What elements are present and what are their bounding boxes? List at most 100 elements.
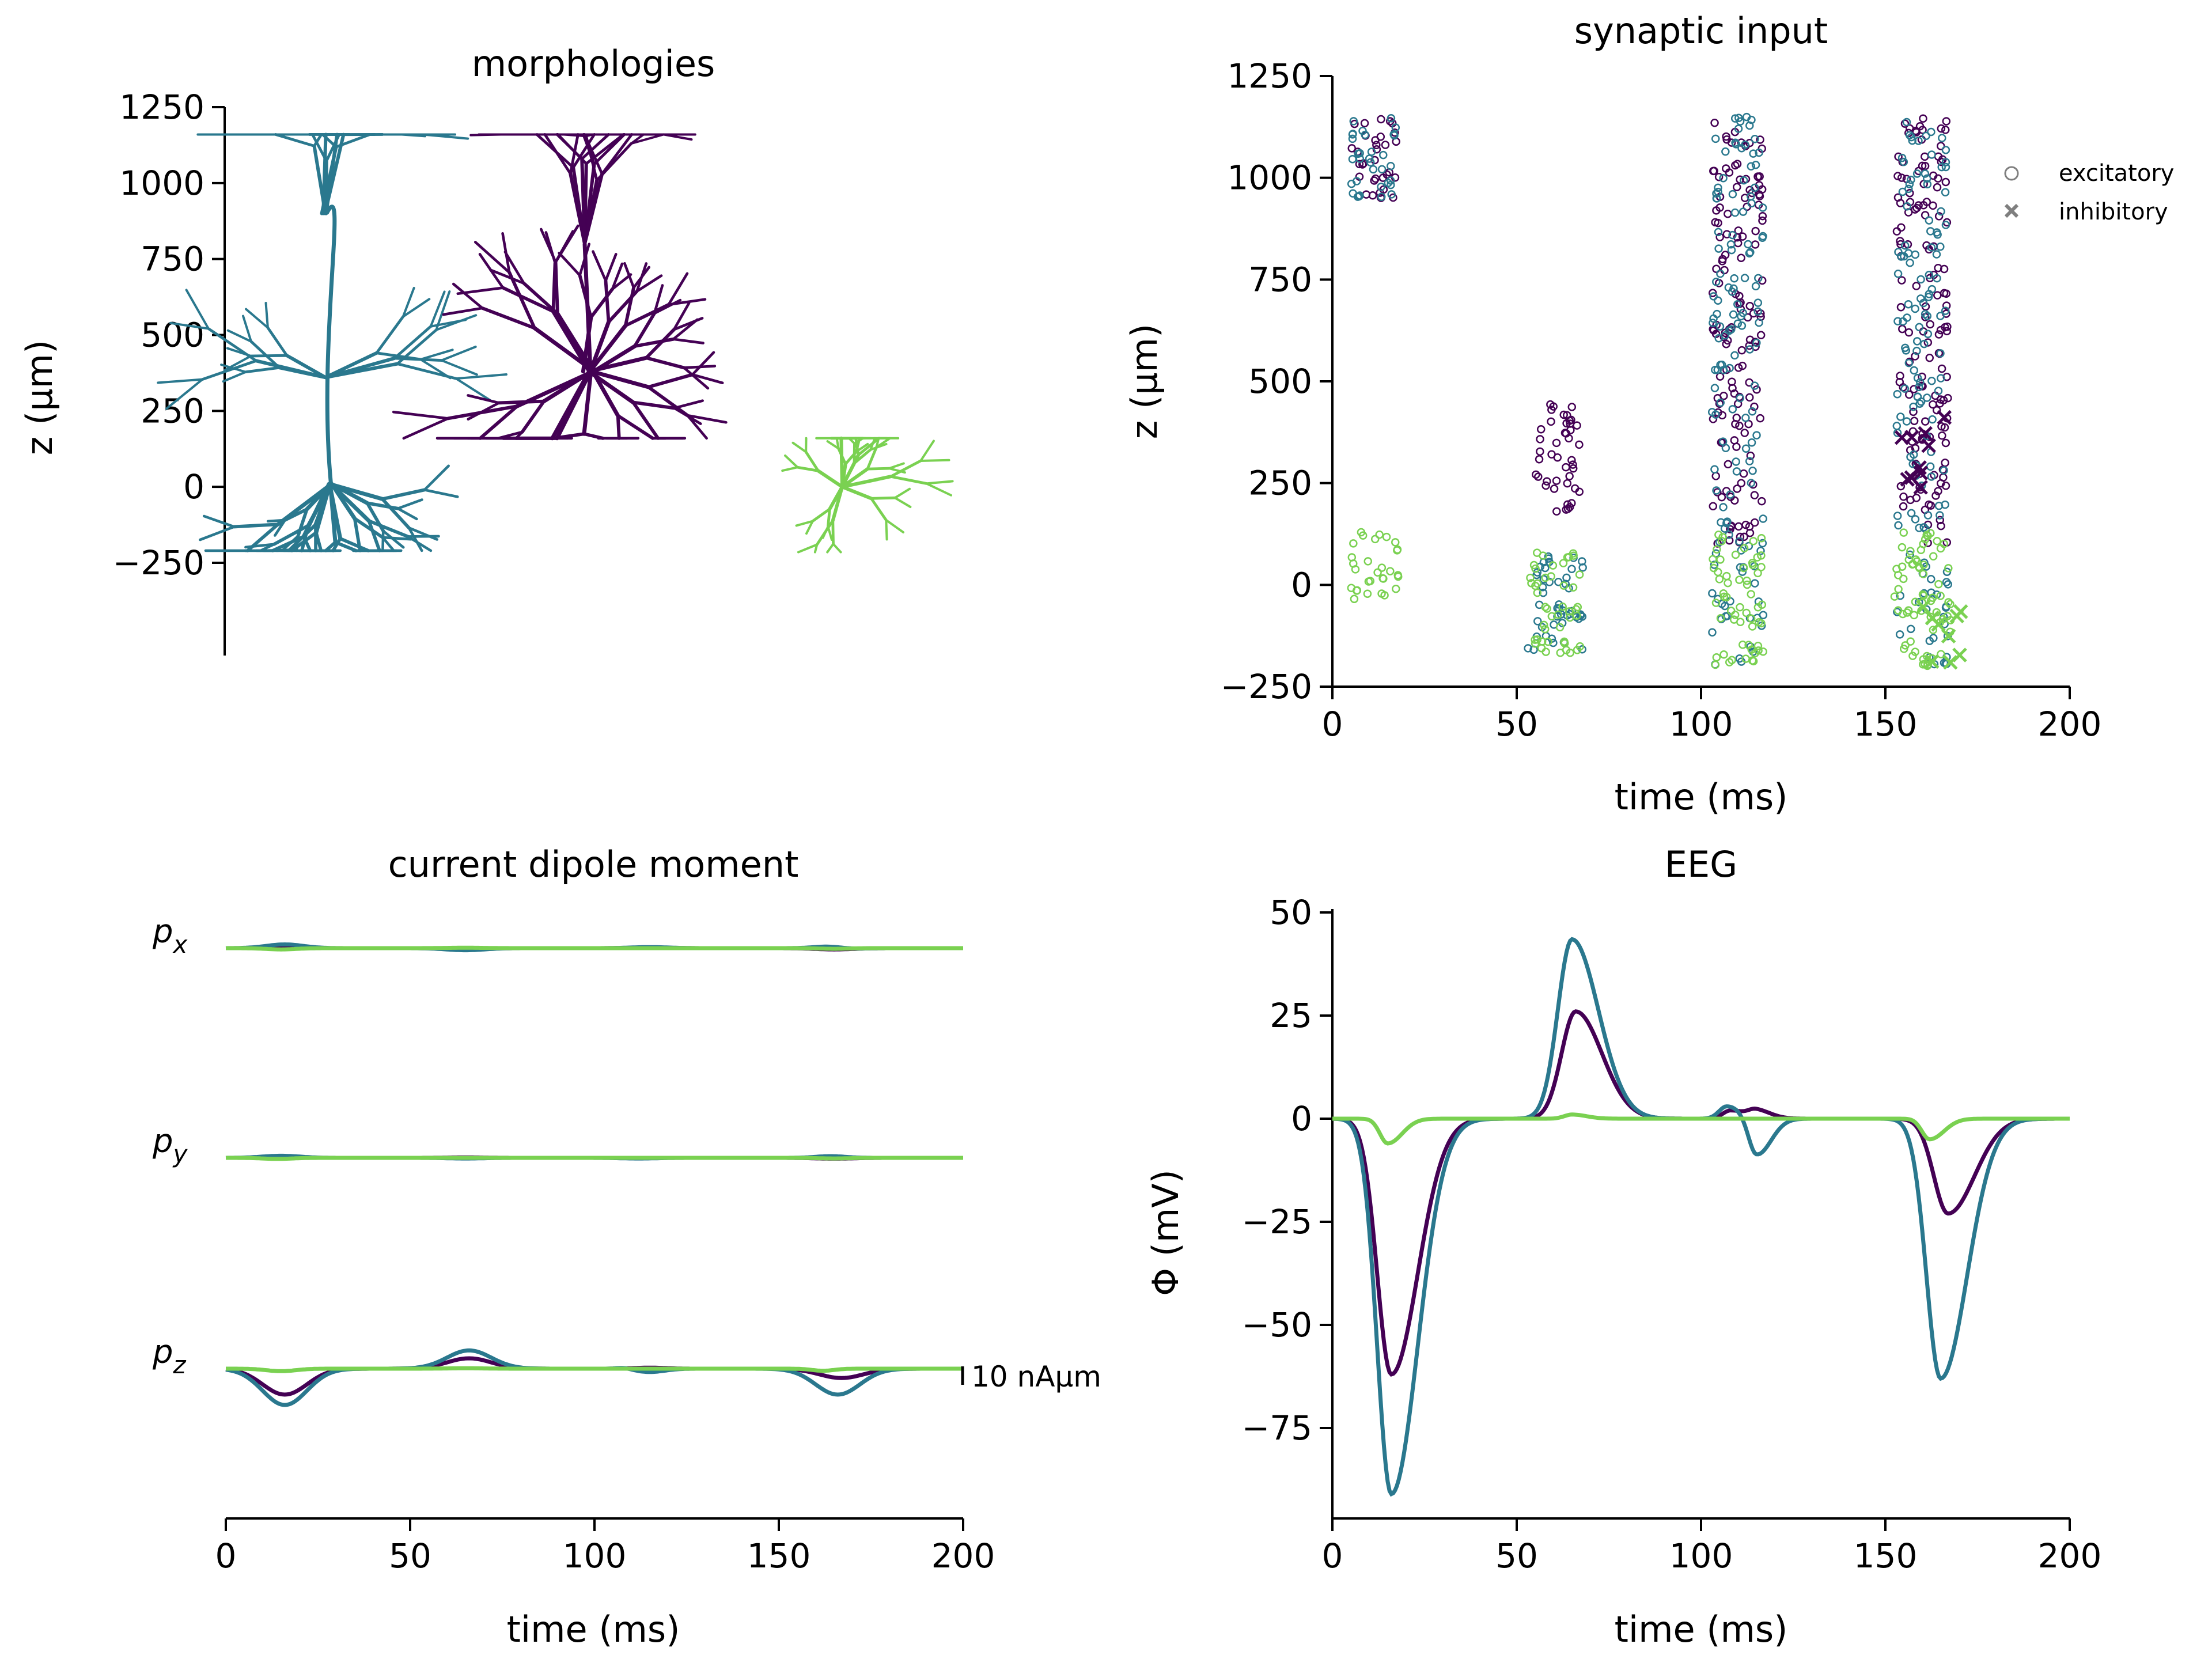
purple-cell-basal-dendrite: [604, 253, 618, 282]
excitatory-synapse-marker: [1745, 121, 1754, 130]
excitatory-synapse-marker: [1897, 276, 1906, 285]
green-cell-dendrite: [797, 543, 819, 554]
excitatory-synapse-marker: [1892, 227, 1902, 236]
excitatory-synapse-marker: [1900, 119, 1910, 128]
excitatory-synapse-marker: [1934, 264, 1942, 272]
morphologies-y-tick-label: 0: [183, 467, 204, 506]
excitatory-synapse-marker: [1923, 532, 1932, 540]
excitatory-synapse-marker: [1348, 134, 1357, 143]
excitatory-synapse-marker: [1911, 304, 1919, 313]
excitatory-synapse-marker: [1912, 337, 1922, 346]
excitatory-synapse-marker: [1893, 390, 1902, 399]
excitatory-synapse-marker: [1707, 408, 1717, 416]
excitatory-synapse-marker: [1391, 123, 1400, 132]
green-cell-dendrite: [804, 450, 820, 472]
excitatory-synapse-marker: [1347, 144, 1356, 153]
excitatory-synapse-marker: [1897, 562, 1907, 571]
excitatory-synapse-marker: [1527, 579, 1536, 588]
excitatory-synapse-marker: [1759, 232, 1767, 241]
inhibitory-synapse-marker: [1900, 472, 1915, 487]
dipole-x-axis: 0 50 100 150 200: [215, 1517, 995, 1575]
purple-cell-basal-dendrite: [588, 320, 611, 374]
green-cell-dendrite: [866, 446, 878, 471]
excitatory-synapse-marker: [1899, 157, 1908, 166]
eeg-y-tick-label: −75: [1242, 1408, 1312, 1448]
excitatory-synapse-marker: [1364, 577, 1373, 586]
scale-bar: 10 nAμm: [961, 1360, 1101, 1393]
excitatory-synapse-marker: [1899, 528, 1908, 537]
teal-cell-oblique-dendrite: [220, 363, 247, 373]
excitatory-synapse-marker: [1532, 470, 1540, 479]
excitatory-synapse-marker: [1919, 540, 1927, 548]
excitatory-synapse-marker: [1904, 390, 1914, 399]
teal-cell-apical-trunk: [324, 204, 337, 487]
excitatory-synapse-marker: [1549, 638, 1558, 647]
excitatory-synapse-marker: [1933, 274, 1941, 283]
excitatory-synapse-marker: [1927, 377, 1936, 385]
dipole-x-tick-label: 0: [215, 1536, 237, 1575]
teal-cell-basal-dendrite: [287, 522, 317, 552]
morphologies-title: morphologies: [472, 43, 715, 85]
excitatory-synapse-marker: [1547, 572, 1555, 581]
excitatory-synapse-marker: [1926, 227, 1935, 236]
purple-cell-basal-dendrite: [541, 369, 594, 404]
excitatory-synapse-marker: [1378, 173, 1388, 182]
eeg-x-tick-label: 0: [1322, 1536, 1343, 1575]
purple-cell-basal-dendrite: [474, 240, 511, 274]
excitatory-synapse-marker: [1942, 117, 1951, 126]
excitatory-synapse-marker: [1541, 563, 1550, 573]
excitatory-synapse-marker: [1739, 563, 1748, 573]
excitatory-synapse-marker: [1728, 405, 1737, 414]
excitatory-synapse-marker: [1936, 516, 1945, 525]
excitatory-synapse-marker: [1712, 264, 1721, 273]
excitatory-synapse-marker: [1735, 421, 1744, 430]
excitatory-synapse-marker: [1913, 392, 1922, 401]
purple-cell-basal-dendrite: [467, 402, 501, 421]
excitatory-synapse-marker: [1727, 325, 1736, 334]
purple-cell-basal-dendrite: [623, 303, 671, 328]
purple-cell-basal-dendrite: [554, 230, 574, 264]
green-cell-dendrite: [832, 543, 842, 554]
excitatory-synapse-marker: [1890, 592, 1899, 601]
teal-cell-basal-dendrite: [202, 514, 236, 528]
excitatory-synapse-marker: [1555, 623, 1565, 632]
excitatory-synapse-marker: [1910, 385, 1918, 393]
purple-cell-basal-dendrite: [616, 414, 655, 440]
excitatory-synapse-marker: [1560, 429, 1570, 437]
excitatory-synapse-marker: [1927, 127, 1936, 137]
excitatory-synapse-marker: [1710, 384, 1719, 392]
excitatory-synapse-marker: [1924, 293, 1933, 301]
teal-cell-oblique-dendrite: [375, 315, 405, 355]
excitatory-synapse-marker: [1526, 573, 1535, 582]
teal-cell-basal-dendrite: [396, 498, 423, 510]
inhibitory-synapse-marker: [1913, 480, 1928, 495]
excitatory-synapse-marker: [1566, 613, 1574, 622]
purple-cell-basal-dendrite: [632, 312, 656, 348]
excitatory-synapse-marker: [1923, 511, 1933, 520]
legend-inhibitory-marker: [2004, 203, 2019, 218]
excitatory-synapse-marker: [1349, 117, 1358, 126]
excitatory-synapse-marker: [1536, 435, 1544, 444]
morphologies-y-tick-label: 1000: [119, 164, 204, 203]
excitatory-synapse-marker: [1536, 425, 1546, 434]
teal-cell-oblique-dendrite: [223, 355, 252, 372]
excitatory-synapse-marker: [1731, 550, 1740, 559]
teal-cell-oblique-dendrite: [419, 349, 454, 361]
green-cell-dendrite: [885, 518, 888, 541]
teal-cell-oblique-dendrite: [222, 370, 247, 383]
excitatory-synapse-marker: [1712, 277, 1721, 286]
excitatory-synapse-marker: [1710, 119, 1719, 127]
excitatory-synapse-marker: [1382, 532, 1391, 541]
excitatory-synapse-marker: [1747, 162, 1756, 171]
green-cell-dendrite: [893, 487, 911, 499]
green-cell-dendrite: [870, 497, 888, 522]
excitatory-synapse-marker: [1543, 604, 1551, 613]
inhibitory-synapse-marker: [1925, 610, 1940, 626]
excitatory-synapse-marker: [1393, 572, 1403, 581]
excitatory-synapse-marker: [1750, 518, 1759, 527]
excitatory-synapse-marker: [1895, 377, 1904, 387]
excitatory-synapse-marker: [1379, 150, 1388, 160]
excitatory-synapse-marker: [1716, 398, 1725, 407]
excitatory-synapse-marker: [1916, 275, 1925, 284]
excitatory-synapse-marker: [1377, 192, 1386, 201]
